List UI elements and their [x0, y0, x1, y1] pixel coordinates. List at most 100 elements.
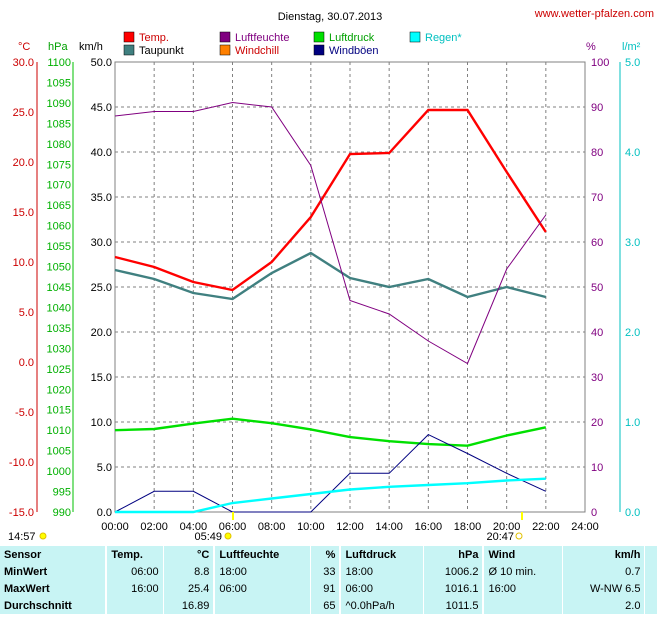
wind-tick-label: 25.0: [91, 282, 112, 294]
series-line-hum: [114, 101, 547, 365]
legend-label: Windböen: [329, 45, 379, 57]
legend-label: Luftdruck: [329, 32, 375, 44]
pressure-tick-label: 1045: [47, 282, 71, 294]
sunrise-marker-label: 05:49: [194, 531, 222, 543]
rain-unit-label: l/m²: [622, 41, 641, 53]
stats-temp-value: 16.89: [163, 597, 215, 614]
humidity-unit-label: %: [586, 41, 596, 53]
pressure-tick-label: 1085: [47, 118, 71, 130]
sunrise-label: 14:57: [8, 531, 36, 543]
pressure-tick-label: 1025: [47, 364, 71, 376]
stats-pressure-time: 18:00: [339, 563, 425, 580]
humidity-tick-label: 70: [591, 192, 603, 204]
stats-header-wind-unit: km/h: [562, 546, 646, 563]
rain-tick-label: 3.0: [625, 237, 640, 249]
stats-row-label: MinWert: [0, 563, 107, 580]
sunset-moon-icon: [515, 532, 523, 540]
pressure-tick-label: 1100: [47, 57, 71, 69]
x-tick-label: 02:00: [140, 521, 168, 533]
stats-header-sensor: Sensor: [0, 546, 107, 563]
stats-pressure-time: 06:00: [339, 580, 425, 597]
source-link[interactable]: www.wetter-pfalzen.com: [534, 8, 654, 20]
stats-pressure-value: 1011.5: [423, 597, 484, 614]
stats-wind-value: 2.0: [562, 597, 646, 614]
humidity-tick-label: 90: [591, 102, 603, 114]
x-tick-label: 04:00: [180, 521, 208, 533]
humidity-tick-label: 20: [591, 417, 603, 429]
stats-header-humidity-unit: %: [310, 546, 341, 563]
wind-tick-label: 15.0: [91, 372, 112, 384]
temp-tick-label: -5.0: [15, 407, 34, 419]
stats-humidity-time: 06:00: [213, 580, 311, 597]
x-tick-label: 22:00: [532, 521, 560, 533]
pressure-tick-label: 1075: [47, 159, 71, 171]
pressure-tick-label: 1060: [47, 221, 71, 233]
x-tick-label: 14:00: [375, 521, 403, 533]
pressure-tick-label: 1090: [47, 98, 71, 110]
x-tick-label: 10:00: [297, 521, 325, 533]
wind-tick-label: 40.0: [91, 147, 112, 159]
weather-chart: Dienstag, 30.07.2013 www.wetter-pfalzen.…: [8, 8, 654, 543]
stats-header-wind: Wind: [482, 546, 564, 563]
humidity-tick-label: 40: [591, 327, 603, 339]
axis-ticks: 00:00 02:00 04:00 06:00 08:00 10:00 12:00 14:00…: [9, 57, 640, 533]
temp-tick-label: -15.0: [9, 507, 34, 519]
pressure-tick-label: 1035: [47, 323, 71, 335]
stats-pressure-time: ^0.0hPa/h: [339, 597, 425, 614]
humidity-tick-label: 0: [591, 507, 597, 519]
legend-label: Temp.: [139, 32, 169, 44]
wind-tick-label: 20.0: [91, 327, 112, 339]
wind-tick-label: 50.0: [91, 57, 112, 69]
sun-icon: [39, 532, 47, 540]
pressure-tick-label: 1055: [47, 241, 71, 253]
stats-pressure-value: 1016.1: [423, 580, 484, 597]
series-line-temp: [114, 108, 547, 292]
legend: Temp. Luftfeuchte Luftdruck Regen* Taupunkt W…: [123, 31, 462, 57]
x-tick-label: 18:00: [454, 521, 482, 533]
stats-temp-time: [105, 597, 164, 614]
stats-row-label: MaxWert: [0, 580, 107, 597]
temp-tick-label: 5.0: [19, 307, 34, 319]
pressure-tick-label: 1040: [47, 302, 71, 314]
x-tick-label: 06:00: [219, 521, 247, 533]
legend-label: Luftfeuchte: [235, 32, 289, 44]
x-tick-label: 12:00: [336, 521, 364, 533]
wind-tick-label: 5.0: [97, 462, 112, 474]
stats-humidity-time: 18:00: [213, 563, 311, 580]
x-tick-label: 16:00: [415, 521, 443, 533]
pressure-tick-label: 1070: [47, 180, 71, 192]
humidity-tick-label: 50: [591, 282, 603, 294]
rain-tick-label: 5.0: [625, 57, 640, 69]
x-tick-label: 00:00: [101, 521, 129, 533]
pressure-unit-label: hPa: [48, 41, 68, 53]
series-line-gust: [114, 433, 547, 513]
pressure-tick-label: 1030: [47, 343, 71, 355]
series-group: [114, 101, 547, 514]
humidity-tick-label: 10: [591, 462, 603, 474]
sunrise-marker: [232, 512, 234, 520]
pressure-tick-label: 1050: [47, 262, 71, 274]
wind-tick-label: 0.0: [97, 507, 112, 519]
legend-label: Taupunkt: [139, 45, 184, 57]
pressure-tick-label: 1010: [47, 425, 71, 437]
stats-wind-time: 16:00: [482, 580, 564, 597]
stats-wind-time: [482, 597, 564, 614]
wind-tick-label: 45.0: [91, 102, 112, 114]
x-tick-label: 20:00: [493, 521, 521, 533]
stats-header-row: Sensor Temp. °C Luftfeuchte % Luftdruck …: [0, 546, 658, 563]
series-line-dew: [114, 251, 547, 301]
wind-tick-label: 10.0: [91, 417, 112, 429]
pressure-tick-label: 1015: [47, 405, 71, 417]
legend-swatch: [219, 44, 231, 56]
humidity-tick-label: 30: [591, 372, 603, 384]
stats-spacer: [644, 563, 658, 580]
chart-title: Dienstag, 30.07.2013: [278, 11, 383, 23]
wind-tick-label: 30.0: [91, 237, 112, 249]
sunset-marker-label: 20:47: [486, 531, 514, 543]
humidity-tick-label: 60: [591, 237, 603, 249]
pressure-tick-label: 995: [53, 487, 71, 499]
legend-swatch: [313, 31, 325, 43]
pressure-tick-label: 1095: [47, 77, 71, 89]
pressure-tick-label: 990: [53, 507, 71, 519]
legend-swatch: [123, 31, 135, 43]
